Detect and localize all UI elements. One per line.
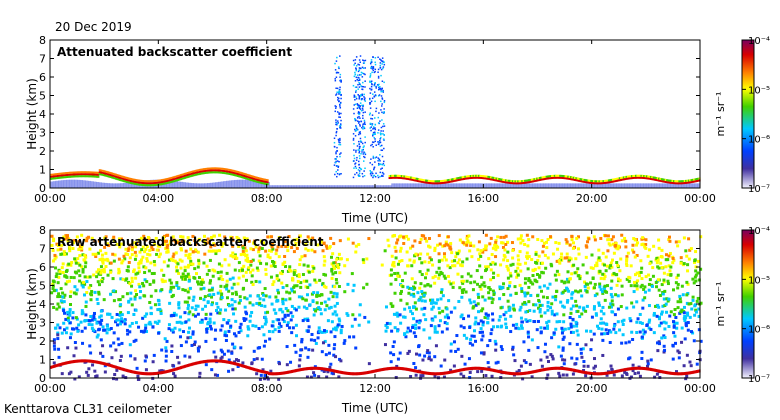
x-axis-label: Time (UTC) <box>341 211 408 225</box>
axes-raw: 0 1 2 3 4 5 6 7 8 00:00 04:00 08:00 12:00 16:00 20:00 0… <box>34 224 716 395</box>
x-tick-label: 00:00 <box>34 382 66 395</box>
x-tick-label: 20:00 <box>576 192 608 205</box>
colorbar-tick-label: 10⁻⁵ <box>748 85 770 96</box>
y-tick-label: 5 <box>39 90 46 103</box>
colorbar-tick-label: 10⁻⁶ <box>748 135 770 146</box>
colorbar-unit: m⁻¹ sr⁻¹ <box>714 282 727 327</box>
colorbar-tick-label: 10⁻⁴ <box>748 36 770 47</box>
y-tick-label: 1 <box>39 354 46 367</box>
panel-title: Raw attenuated backscatter coefficient <box>57 235 324 249</box>
axes-attenuated: 0 1 2 3 4 5 6 7 8 00:00 04:00 08:00 12:00 16:00 20:00 0… <box>34 34 716 205</box>
x-tick-label: 12:00 <box>359 382 391 395</box>
colorbar-tick-label: 10⁻⁵ <box>748 275 770 286</box>
colorbar-tick-label: 10⁻⁷ <box>748 374 770 385</box>
panel-attenuated: Attenuated backscatter coefficient 0 1 2 3 4… <box>25 34 716 225</box>
x-tick-label: 08:00 <box>251 192 283 205</box>
x-tick-label: 20:00 <box>576 382 608 395</box>
colorbar-unit: m⁻¹ sr⁻¹ <box>714 92 727 137</box>
x-tick-label: 12:00 <box>359 192 391 205</box>
y-tick-label: 6 <box>39 261 46 274</box>
x-tick-label: 16:00 <box>467 192 499 205</box>
colorbar-tick-label: 10⁻⁶ <box>748 325 770 336</box>
x-tick-label: 00:00 <box>684 382 716 395</box>
y-tick-label: 6 <box>39 71 46 84</box>
panel-title: Attenuated backscatter coefficient <box>57 45 292 59</box>
y-axis-label: Height (km) <box>25 268 39 339</box>
colorbar-bottom: 10⁻⁴ 10⁻⁵ 10⁻⁶ 10⁻⁷ m⁻¹ sr⁻¹ <box>714 226 770 385</box>
y-axis-label: Height (km) <box>25 78 39 149</box>
site-label: Kenttarova CL31 ceilometer <box>4 402 172 416</box>
x-tick-label: 00:00 <box>34 192 66 205</box>
y-tick-label: 3 <box>39 127 46 140</box>
panel-raw: Raw attenuated backscatter coefficient 0… <box>25 224 716 415</box>
y-tick-label: 7 <box>39 243 46 256</box>
x-axis-label: Time (UTC) <box>341 401 408 415</box>
y-tick-label: 4 <box>39 108 46 121</box>
colorbar-gradient <box>741 229 755 379</box>
x-tick-label: 04:00 <box>142 192 174 205</box>
y-tick-label: 3 <box>39 317 46 330</box>
y-tick-label: 8 <box>39 224 46 237</box>
colorbar-tick-label: 10⁻⁷ <box>748 184 770 195</box>
colorbar-top: 10⁻⁴ 10⁻⁵ 10⁻⁶ 10⁻⁷ m⁻¹ sr⁻¹ <box>714 36 770 195</box>
x-tick-label: 04:00 <box>142 382 174 395</box>
colorbar-gradient <box>741 39 755 189</box>
date-label: 20 Dec 2019 <box>55 20 132 34</box>
y-tick-label: 0 <box>39 372 46 385</box>
heatmap-attenuated <box>50 55 701 188</box>
y-tick-label: 1 <box>39 164 46 177</box>
heatmap-raw <box>50 233 703 381</box>
y-tick-label: 0 <box>39 182 46 195</box>
x-tick-label: 00:00 <box>684 192 716 205</box>
x-tick-label: 16:00 <box>467 382 499 395</box>
colorbar-tick-label: 10⁻⁴ <box>748 226 770 237</box>
x-tick-label: 08:00 <box>251 382 283 395</box>
y-tick-label: 2 <box>39 335 46 348</box>
y-tick-label: 4 <box>39 298 46 311</box>
y-tick-label: 8 <box>39 34 46 47</box>
y-tick-label: 7 <box>39 53 46 66</box>
y-tick-label: 2 <box>39 145 46 158</box>
y-tick-label: 5 <box>39 280 46 293</box>
